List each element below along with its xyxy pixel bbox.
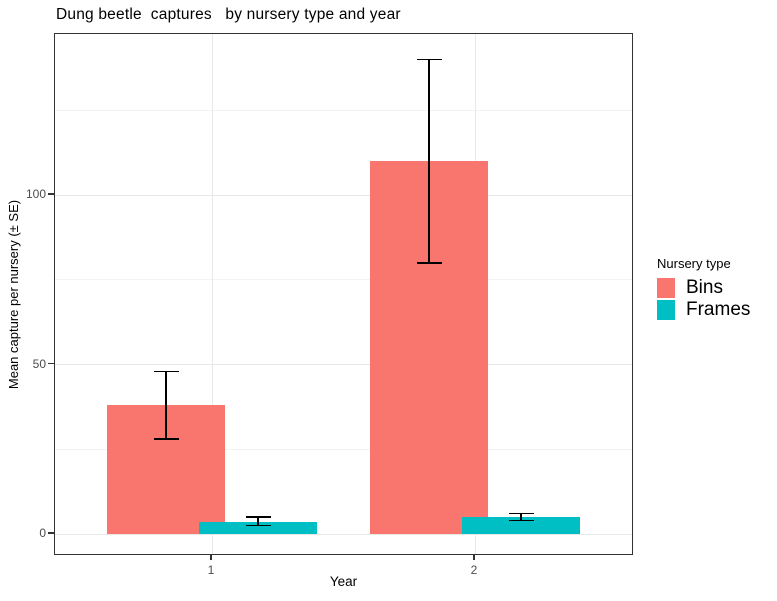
x-tick-label: 2	[470, 563, 478, 577]
legend-item-frames: Frames	[657, 300, 750, 320]
y-axis-tick	[48, 532, 54, 534]
plot-panel	[54, 33, 633, 555]
error-bar-cap-top	[153, 370, 179, 373]
error-bar-cap-top	[508, 512, 534, 515]
error-bar-cap-bottom	[416, 262, 442, 264]
y-tick-label: 0	[39, 526, 46, 540]
x-axis-tick	[473, 555, 475, 560]
major-gridline	[55, 364, 632, 365]
bins-color-swatch	[657, 278, 675, 298]
legend-label-bins: Bins	[686, 277, 723, 298]
vertical-gridline	[211, 34, 213, 554]
legend-title: Nursery type	[657, 256, 731, 271]
minor-gridline	[55, 109, 632, 111]
legend-item-bins: Bins	[657, 278, 750, 298]
bar-frames-year1	[199, 522, 317, 534]
y-axis-tick	[48, 193, 54, 195]
error-bar-line	[257, 517, 259, 526]
frames-color-swatch	[657, 300, 675, 320]
y-tick-label: 100	[25, 187, 46, 201]
y-tick-label: 50	[32, 356, 46, 371]
minor-gridline	[55, 279, 632, 281]
error-bar-cap-bottom	[245, 524, 271, 527]
minor-gridline	[55, 448, 632, 450]
major-gridline	[55, 194, 632, 196]
y-axis-tick	[48, 362, 54, 365]
error-bar-line	[428, 59, 430, 263]
error-bar-cap-bottom	[508, 519, 534, 522]
error-bar-cap-bottom	[153, 438, 179, 440]
error-bar-cap-top	[245, 516, 271, 518]
chart-title: Dung beetle captures by nursery type and…	[56, 6, 401, 23]
major-gridline	[55, 533, 632, 535]
error-bar-line	[165, 371, 167, 440]
legend: Nursery type Bins Frames	[657, 256, 750, 322]
x-axis-title: Year	[329, 574, 358, 589]
legend-label-frames: Frames	[686, 299, 751, 320]
bar-frames-year2	[462, 517, 580, 534]
x-axis-tick	[210, 555, 212, 560]
error-bar-line	[520, 513, 522, 521]
error-bar-cap-top	[416, 58, 442, 61]
x-tick-label: 1	[207, 563, 215, 577]
y-axis-title: Mean capture per nursery (± SE)	[2, 33, 26, 555]
